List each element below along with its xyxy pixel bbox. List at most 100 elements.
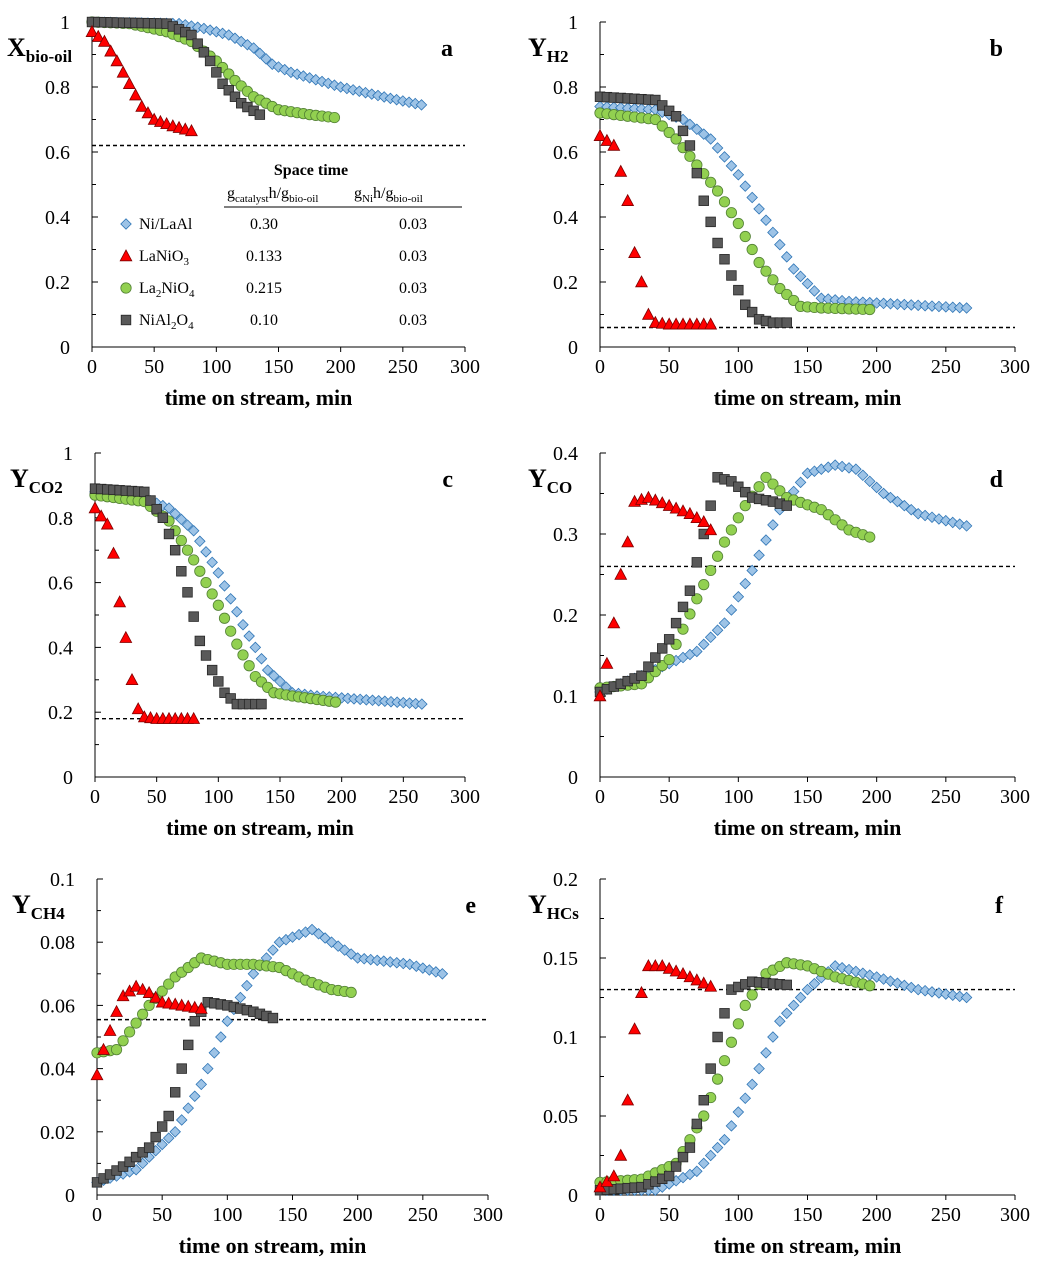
x-tick-label: 250: [931, 786, 961, 808]
series-lanio3: [593, 959, 718, 1193]
data-point: [711, 624, 724, 636]
data-point: [691, 167, 703, 179]
legend-label-part: LaNiO: [139, 248, 183, 265]
x-tick-label: 50: [659, 356, 679, 378]
data-point: [669, 501, 683, 514]
data-point: [151, 503, 162, 515]
x-tick-label: 300: [1000, 356, 1030, 378]
data-point: [415, 99, 428, 111]
data-point: [960, 991, 973, 1004]
data-point: [698, 195, 709, 206]
data-point: [725, 160, 738, 172]
data-point: [690, 973, 704, 986]
data-point: [711, 1141, 724, 1154]
legend-column-header: gcatalysth/gbio-oil: [227, 185, 318, 205]
series-lanio3: [88, 501, 201, 724]
y-tick-label: 0.8: [48, 508, 73, 530]
data-point: [912, 983, 924, 996]
data-point: [655, 959, 669, 972]
data-point: [691, 1118, 703, 1130]
data-point: [231, 638, 243, 650]
data-point: [960, 302, 973, 314]
data-point: [691, 1165, 703, 1178]
data-point: [718, 151, 731, 163]
data-point: [725, 604, 738, 616]
x-tick-label: 50: [144, 356, 164, 378]
y-axis-label-main: Y: [10, 464, 29, 493]
data-point: [683, 970, 697, 983]
y-tick-label: 0.4: [45, 207, 70, 229]
series-la2nio4: [91, 952, 357, 1059]
data-point: [760, 214, 772, 227]
data-point: [753, 203, 765, 215]
data-point: [656, 120, 668, 132]
data-point: [704, 979, 718, 992]
y-axis-label-main: X: [7, 33, 26, 62]
data-point: [223, 29, 235, 41]
data-point: [117, 1035, 129, 1047]
panel-letter: c: [442, 467, 453, 493]
data-point: [182, 587, 193, 598]
data-point: [423, 964, 436, 976]
data-point: [345, 986, 357, 998]
legend-column-header: gNih/gbio-oil: [354, 185, 423, 205]
data-point: [181, 544, 194, 556]
data-point: [663, 653, 675, 666]
data-point: [110, 1044, 123, 1056]
legend-value-ni: 0.03: [399, 248, 427, 265]
data-point: [328, 111, 341, 124]
x-tick-label: 200: [862, 1204, 892, 1226]
data-point: [684, 118, 696, 131]
data-point: [635, 275, 648, 288]
y-axis-label-sub: H2: [547, 47, 569, 66]
legend-header-mid: h/g: [269, 185, 289, 202]
data-point: [698, 1095, 709, 1106]
data-point: [725, 1120, 738, 1132]
data-point: [614, 1148, 628, 1161]
data-point: [780, 1007, 793, 1020]
data-point: [746, 989, 758, 1001]
x-tick-label: 0: [595, 356, 605, 378]
data-point: [705, 216, 716, 228]
data-point: [760, 265, 772, 277]
data-point: [628, 1022, 642, 1035]
data-point: [676, 504, 690, 517]
x-tick-label: 150: [264, 356, 294, 378]
data-point: [836, 961, 848, 974]
x-tick-label: 150: [265, 786, 295, 808]
legend-label-part: O: [177, 312, 189, 329]
data-point: [670, 617, 682, 629]
data-point: [953, 990, 966, 1003]
data-point: [711, 185, 724, 197]
data-point: [593, 689, 607, 702]
panel-a: 0 50 100 150 200 250 300 0 0.2 0.4 0.6 0.8 1 time on …: [7, 12, 480, 410]
data-point: [636, 670, 647, 681]
y-tick-label: 0.1: [553, 686, 578, 708]
data-point: [711, 550, 724, 562]
data-point: [705, 564, 717, 577]
y-axis-label: Xbio-oil: [7, 33, 72, 66]
data-point: [182, 1102, 194, 1114]
data-point: [247, 42, 260, 54]
data-point: [774, 485, 786, 497]
data-point: [698, 1110, 710, 1122]
data-point: [150, 1131, 161, 1143]
data-point: [753, 256, 765, 269]
data-point: [753, 549, 765, 562]
data-point: [725, 524, 738, 536]
y-axis-label: YH2: [528, 33, 569, 66]
y-axis-label-sub: HCs: [547, 904, 580, 923]
data-point: [119, 630, 133, 643]
x-tick-label: 0: [90, 786, 100, 808]
data-point: [211, 67, 222, 78]
data-point: [237, 618, 249, 631]
data-point: [260, 53, 272, 65]
data-point: [231, 605, 243, 618]
legend-label-part: La: [139, 280, 156, 297]
data-point: [135, 99, 149, 112]
x-tick-label: 50: [147, 786, 167, 808]
data-point: [110, 54, 124, 67]
panel-d: 0 50 100 150 200 250 300 0 0.1 0.2 0.3 0.4 time on s…: [528, 443, 1030, 840]
data-point: [136, 982, 150, 995]
y-tick-label: 0.4: [553, 443, 578, 465]
